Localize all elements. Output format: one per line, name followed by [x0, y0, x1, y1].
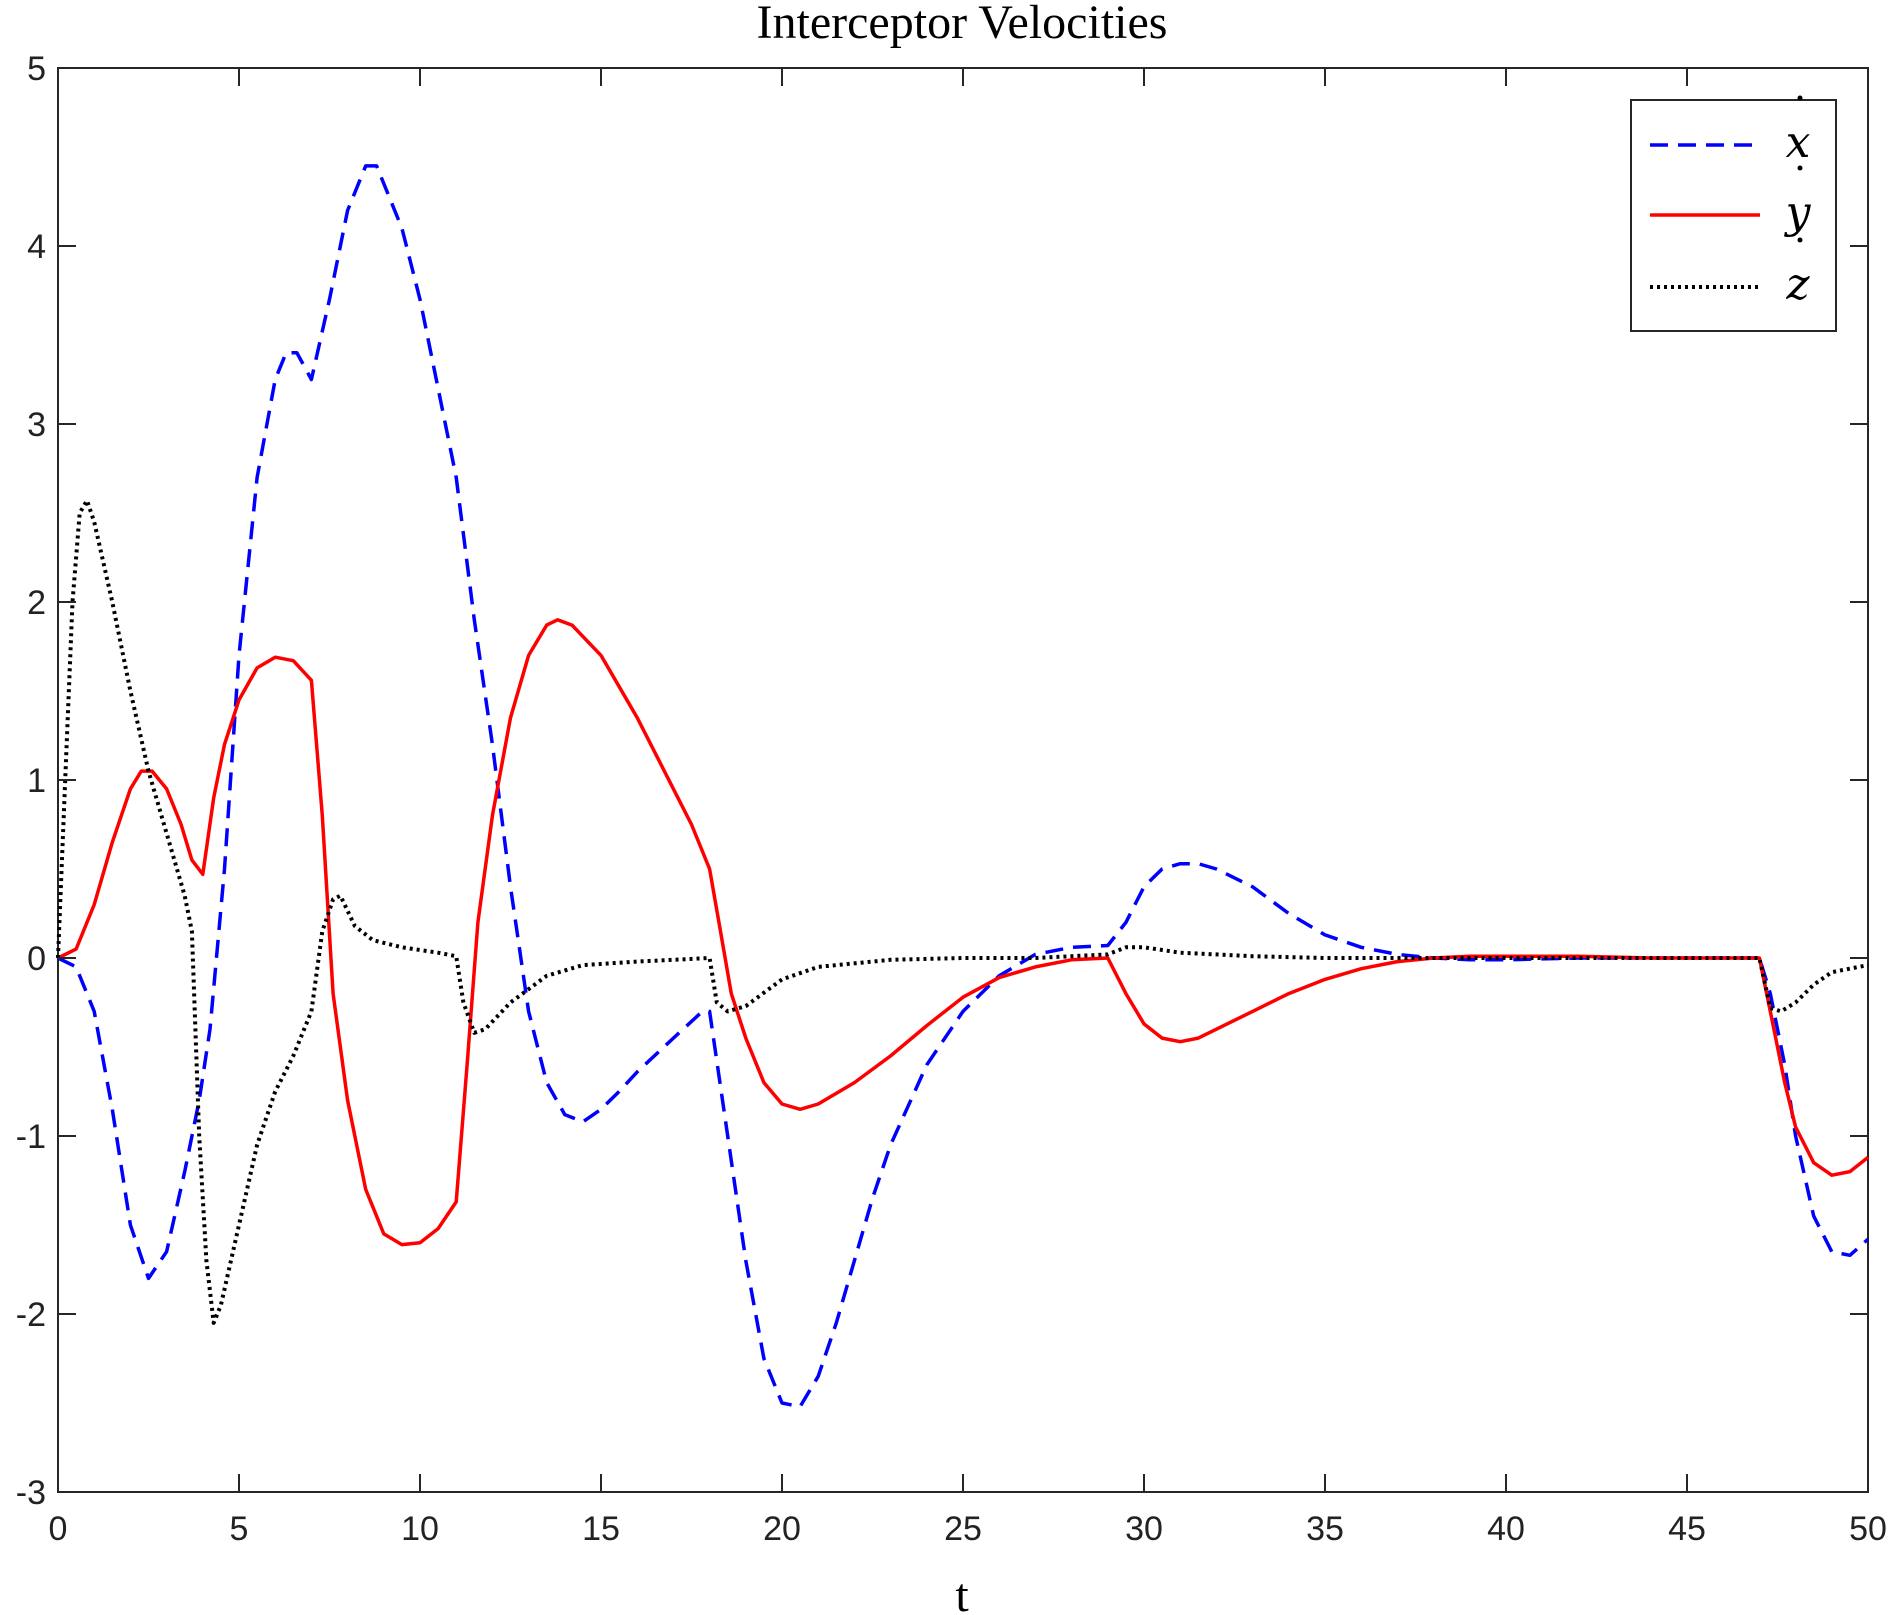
x-tick-label: 50 [1849, 1510, 1887, 1548]
x-tick-label: 30 [1125, 1510, 1163, 1548]
legend-dot-accent: ˙ [1789, 89, 1811, 140]
legend: x˙y˙z˙ [1630, 89, 1837, 332]
y-tick-label: 1 [27, 762, 46, 800]
x-tick-label: 5 [230, 1510, 249, 1548]
chart-title: Interceptor Velocities [757, 0, 1168, 49]
y-tick-label: 0 [27, 940, 46, 978]
x-tick-label: 35 [1306, 1510, 1344, 1548]
x-tick-label: 40 [1487, 1510, 1525, 1548]
y-tick-label: -3 [16, 1474, 46, 1512]
legend-label-y: y [1784, 187, 1812, 238]
x-tick-label: 20 [763, 1510, 801, 1548]
series-layer [56, 164, 1870, 1409]
y-tick-label: 2 [27, 584, 46, 622]
legend-label-z: z [1785, 259, 1810, 310]
x-tick-label: 15 [582, 1510, 620, 1548]
x-tick-label: 10 [401, 1510, 439, 1548]
legend-dot-accent: ˙ [1789, 231, 1811, 282]
x-tick-label: 0 [49, 1510, 68, 1548]
plot-frame [57, 67, 1869, 1493]
y-tick-label: 3 [27, 406, 46, 444]
legend-label-x: x [1786, 117, 1811, 168]
x-axis-label: t [955, 1569, 969, 1615]
y-tick-label: 4 [27, 228, 46, 266]
y-tick-label: -2 [16, 1296, 46, 1334]
x-tick-label: 25 [944, 1510, 982, 1548]
x-tick-label: 45 [1668, 1510, 1706, 1548]
legend-dot-accent: ˙ [1789, 159, 1811, 210]
y-tick-label: -1 [16, 1118, 46, 1156]
y-tick-label: 5 [27, 50, 46, 88]
